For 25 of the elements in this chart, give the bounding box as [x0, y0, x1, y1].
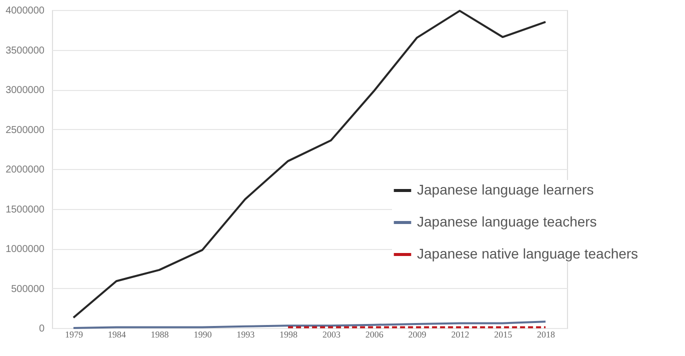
legend-label: Japanese native language teachers — [417, 246, 638, 262]
x-tick-label: 2018 — [537, 330, 556, 340]
x-tick-label: 1979 — [64, 330, 84, 340]
line-series — [72, 320, 547, 329]
x-tick-label: 1990 — [194, 330, 212, 340]
y-tick-label: 2000000 — [6, 164, 45, 176]
x-tick-label: 1993 — [236, 330, 256, 340]
y-tick-label: 0 — [38, 324, 45, 334]
x-tick-label: 1998 — [280, 330, 298, 340]
y-tick-label: 1000000 — [6, 244, 45, 255]
y-tick-label: 500000 — [11, 284, 45, 295]
y-tick-label: 1500000 — [6, 204, 45, 216]
x-tick-label: 2003 — [322, 330, 341, 340]
x-tick-label: 1984 — [108, 330, 126, 340]
y-tick-label: 3000000 — [6, 85, 45, 96]
y-tick-label: 4000000 — [6, 6, 45, 16]
legend-label: Japanese language learners — [417, 182, 594, 198]
y-tick-label: 2500000 — [6, 124, 45, 136]
x-tick-label: 2009 — [408, 330, 427, 340]
legend-label: Japanese language teachers — [417, 214, 597, 230]
x-tick-label: 2012 — [451, 330, 470, 340]
x-tick-label: 2015 — [494, 330, 513, 340]
y-tick-label: 3500000 — [6, 45, 45, 56]
x-tick-label: 2006 — [365, 330, 384, 340]
x-tick-label: 1988 — [150, 330, 170, 340]
